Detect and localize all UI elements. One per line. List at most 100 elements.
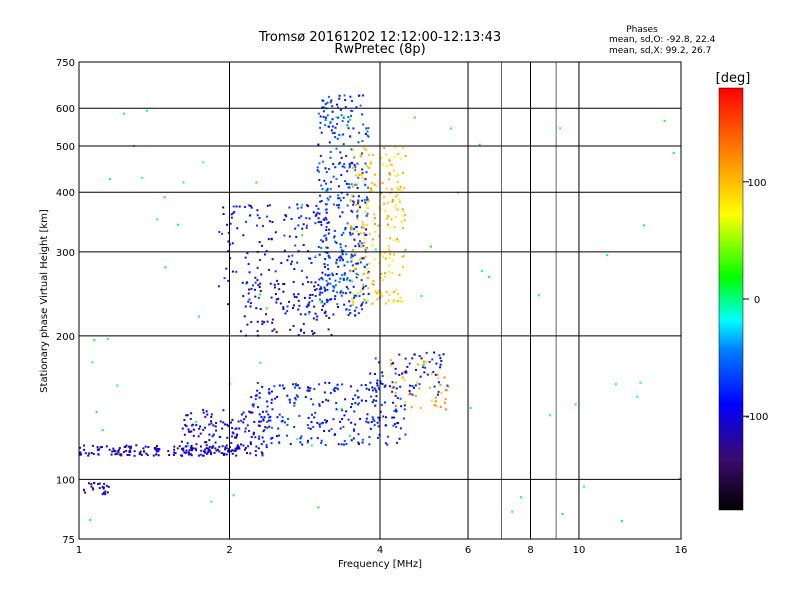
data-point [199, 432, 202, 435]
data-point [376, 436, 379, 439]
data-point [288, 206, 291, 209]
data-point [157, 454, 160, 457]
data-point [326, 288, 329, 291]
data-point [182, 447, 185, 450]
data-point [249, 411, 252, 414]
data-point [537, 294, 540, 297]
data-point [375, 390, 378, 393]
data-point [450, 127, 453, 130]
data-point [337, 106, 340, 109]
data-point [401, 376, 404, 379]
data-point [368, 199, 371, 202]
data-point [388, 385, 391, 388]
data-point [374, 248, 377, 251]
data-point [241, 281, 244, 284]
data-point [351, 200, 354, 203]
data-point [416, 381, 419, 384]
data-point [321, 278, 324, 281]
data-point [184, 451, 187, 454]
data-point [256, 224, 259, 227]
data-point [377, 224, 380, 227]
data-point [369, 381, 372, 384]
data-point [343, 272, 346, 275]
data-point [266, 420, 269, 423]
data-point [377, 386, 380, 389]
data-point [111, 450, 114, 453]
data-point [273, 385, 276, 388]
data-point [190, 446, 193, 449]
data-point [419, 375, 422, 378]
data-point [323, 302, 326, 305]
data-point [324, 116, 327, 119]
data-point [87, 482, 90, 485]
data-point [400, 220, 403, 223]
data-point [338, 133, 341, 136]
data-point [373, 217, 376, 220]
data-point [83, 448, 86, 451]
data-point [306, 439, 309, 442]
data-point [277, 427, 280, 430]
data-point [140, 453, 143, 456]
data-point [321, 106, 324, 109]
data-point [283, 249, 286, 252]
data-point [251, 403, 254, 406]
data-point [367, 292, 370, 295]
data-point [314, 289, 317, 292]
data-point [365, 196, 368, 199]
data-point [199, 425, 202, 428]
data-point [144, 445, 147, 448]
data-point [328, 381, 331, 384]
data-point [278, 384, 281, 387]
data-point [326, 301, 329, 304]
data-point [357, 233, 360, 236]
data-point [320, 277, 323, 280]
data-point [369, 162, 372, 165]
data-point [394, 381, 397, 384]
data-point [321, 271, 324, 274]
data-point [399, 300, 402, 303]
data-point [231, 449, 234, 452]
data-point [335, 147, 338, 150]
data-point [271, 318, 274, 321]
data-point [202, 450, 205, 453]
data-point [342, 116, 345, 119]
data-point [386, 201, 389, 204]
data-point [286, 310, 289, 313]
data-point [133, 454, 136, 457]
data-point [395, 387, 398, 390]
data-point [327, 299, 330, 302]
data-point [260, 443, 263, 446]
data-point [327, 328, 330, 331]
data-point [152, 454, 155, 457]
data-point [323, 263, 326, 266]
data-point [388, 264, 391, 267]
data-point [271, 436, 274, 439]
data-point [300, 206, 303, 209]
data-point [117, 451, 120, 454]
data-point [139, 450, 142, 453]
data-point [376, 421, 379, 424]
data-point [402, 210, 405, 213]
data-point [308, 217, 311, 220]
data-point [349, 269, 352, 272]
data-point [248, 430, 251, 433]
data-point [295, 296, 298, 299]
data-point [324, 288, 327, 291]
data-point [350, 183, 353, 186]
data-point [222, 212, 225, 215]
data-point [301, 227, 304, 230]
data-point [251, 284, 254, 287]
data-point [375, 395, 378, 398]
data-point [183, 418, 186, 421]
data-point [342, 258, 345, 261]
data-point [346, 170, 349, 173]
data-point [356, 403, 359, 406]
data-point [391, 198, 394, 201]
data-point [344, 228, 347, 231]
data-point [274, 293, 277, 296]
data-point [334, 229, 337, 232]
data-point [210, 416, 213, 419]
data-point [438, 354, 441, 357]
data-point [357, 292, 360, 295]
data-point [313, 331, 316, 334]
